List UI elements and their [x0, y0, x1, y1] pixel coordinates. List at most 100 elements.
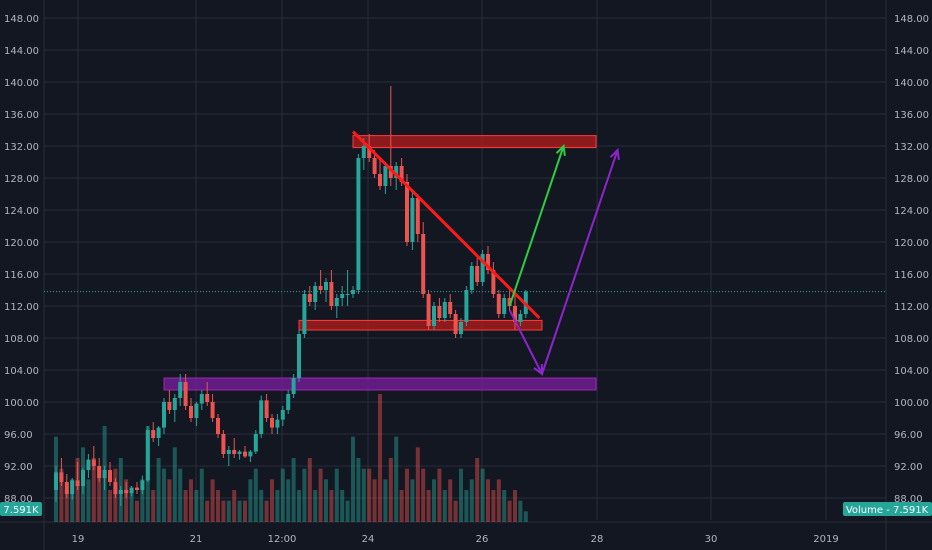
y-tick-label-right: 128.00 — [894, 174, 929, 185]
volume-bar — [178, 468, 183, 522]
candle-body — [54, 472, 58, 490]
candle-body — [442, 302, 447, 318]
x-tick-label: 28 — [591, 534, 604, 545]
annotations — [351, 130, 620, 377]
candle-body — [221, 434, 226, 454]
y-tick-label-right: 144.00 — [894, 46, 929, 57]
volume-bar — [237, 500, 242, 522]
volume-bar — [275, 490, 280, 522]
volume-bar — [432, 479, 436, 522]
y-tick-label-left: 88.00 — [4, 494, 33, 505]
y-tick-label-left: 124.00 — [4, 206, 39, 217]
candle-body — [172, 398, 177, 410]
candle-body — [286, 394, 291, 410]
volume-bar — [91, 458, 96, 522]
candle-body — [199, 394, 204, 404]
candle-body — [405, 182, 409, 242]
candle-body — [307, 294, 312, 302]
volume-bar — [345, 500, 350, 522]
purple-up-arrow-head — [609, 147, 620, 161]
x-tick-label: 21 — [190, 534, 203, 545]
volume-bar — [264, 500, 269, 522]
candle-body — [183, 382, 188, 406]
x-tick-label: 12:00 — [268, 534, 297, 545]
volume-bar — [167, 479, 172, 522]
left-badge-text: 7.591K — [3, 505, 39, 516]
x-tick-label: 2019 — [813, 534, 838, 545]
candle-body — [64, 482, 69, 494]
candle-body — [475, 266, 480, 282]
candle-body — [291, 378, 296, 394]
volume-bar — [513, 490, 517, 522]
y-tick-label-left: 116.00 — [4, 270, 39, 281]
volume-bar — [469, 479, 474, 522]
volume-bar — [313, 490, 318, 522]
volume-bar — [70, 479, 75, 522]
volume-bar — [318, 468, 323, 522]
volume-bar — [253, 468, 258, 522]
volume-bar — [351, 436, 355, 522]
y-tick-label-left: 120.00 — [4, 238, 39, 249]
candle-body — [345, 294, 350, 295]
candle-body — [194, 403, 199, 418]
candle-body — [237, 451, 242, 454]
zone-rect — [163, 377, 597, 391]
candle-body — [426, 294, 431, 326]
zones — [163, 135, 597, 391]
volume-bar — [135, 500, 139, 522]
candle-body — [415, 198, 420, 234]
volume-bar — [189, 479, 193, 522]
candle-body — [367, 146, 372, 158]
y-tick-label-left: 92.00 — [4, 462, 33, 473]
candle-body — [410, 198, 415, 242]
y-tick-label-left: 100.00 — [4, 398, 39, 409]
candle-body — [334, 298, 339, 306]
zone-rect — [298, 319, 543, 331]
volume-bar — [491, 490, 496, 522]
y-tick-label-left: 132.00 — [4, 142, 39, 153]
y-tick-label-right: 140.00 — [894, 78, 929, 89]
candle-body — [437, 306, 442, 318]
candle-body — [329, 282, 334, 306]
candle-body — [399, 166, 404, 182]
candle-body — [313, 286, 318, 302]
candle-body — [491, 270, 496, 294]
volume-bar — [421, 468, 426, 522]
candle-body — [189, 406, 193, 418]
candle-body — [324, 282, 328, 290]
y-tick-label-left: 136.00 — [4, 110, 39, 121]
volume-bar — [162, 468, 166, 522]
volume-bar — [232, 490, 237, 522]
volume-bar — [226, 500, 231, 522]
candle-body — [86, 459, 91, 470]
volume-bar — [86, 479, 91, 522]
candle-body — [507, 298, 512, 306]
volume-bar — [151, 490, 156, 522]
y-tick-label-right: 132.00 — [894, 142, 929, 153]
purple-down-arrow — [508, 309, 543, 375]
y-tick-label-right: 112.00 — [894, 302, 929, 313]
volume-bar — [464, 490, 469, 522]
resistance-trendline — [351, 130, 541, 320]
volume-bar — [523, 511, 528, 522]
candle-body — [178, 382, 183, 398]
candle-body — [383, 166, 388, 186]
y-tick-label-right: 92.00 — [894, 462, 923, 473]
y-tick-label-right: 108.00 — [894, 334, 929, 345]
volume-bar — [442, 490, 447, 522]
candle-body — [318, 286, 323, 290]
volume-bar — [518, 500, 523, 522]
volume-bar — [216, 490, 220, 522]
volume-bar — [302, 468, 307, 522]
volume-bar — [286, 479, 291, 522]
candle-body — [302, 294, 307, 334]
y-tick-label-right: 120.00 — [894, 238, 929, 249]
candle-body — [81, 470, 85, 486]
candle-body — [486, 254, 490, 270]
candle-body — [108, 470, 112, 482]
volume-bar — [394, 436, 399, 522]
y-axis-left: 88.00 92.00 96.00 100.00 104.00 108.00 112.00 1… — [4, 14, 39, 505]
volume-bar — [388, 458, 393, 522]
candle-body — [270, 418, 274, 428]
